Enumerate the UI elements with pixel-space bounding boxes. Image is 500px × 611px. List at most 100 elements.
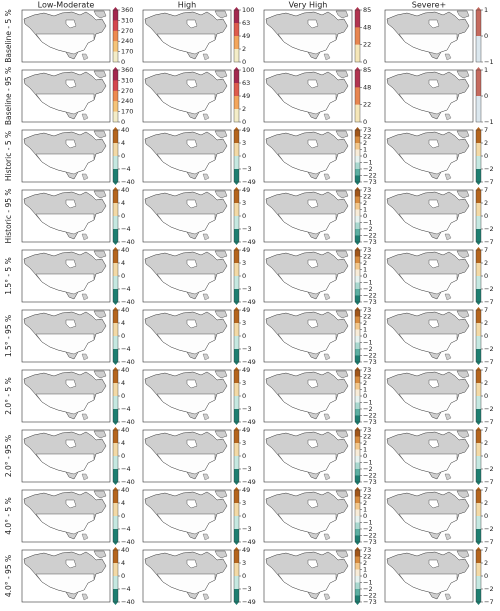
- colorbar-tick-label: 2: [363, 439, 367, 447]
- colorbar-extend: [476, 7, 481, 10]
- colorbar-tick-label: −1: [363, 579, 373, 587]
- colorbar-segment: [355, 342, 360, 350]
- colorbar-tick-label: −2: [484, 345, 494, 353]
- colorbar-segment: [355, 462, 360, 470]
- colorbar-segment: [234, 190, 239, 204]
- colorbar-tick-label: 0: [242, 452, 246, 460]
- colorbar-segment: [355, 456, 360, 463]
- colorbar-extend: [355, 247, 360, 250]
- map-panel: [263, 9, 353, 63]
- colorbar-tick-label: 0: [121, 332, 125, 340]
- colorbar-extend: [476, 542, 481, 545]
- colorbar-tick-label: −40: [121, 298, 135, 306]
- colorbar-segment: [355, 136, 360, 144]
- colorbar-tick-label: 310: [121, 76, 133, 84]
- colorbar-tick-label: 0: [484, 152, 488, 160]
- colorbar-extend: [355, 487, 360, 490]
- colorbar-segment: [113, 443, 118, 457]
- colorbar-extend: [113, 602, 118, 605]
- colorbar-tick-label: 0: [363, 58, 367, 66]
- colorbar-tick-label: −49: [242, 478, 256, 486]
- colorbar-tick-label: −4: [121, 405, 131, 413]
- colorbar-extend: [234, 242, 239, 245]
- colorbar-extend: [113, 127, 118, 130]
- colorbar-tick-label: 2: [242, 105, 246, 113]
- colorbar-tick-label: −49: [242, 418, 256, 426]
- colorbar-extend: [476, 247, 481, 250]
- colorbar-extend: [355, 602, 360, 605]
- colorbar-segment: [355, 409, 360, 416]
- colorbar-extend: [113, 187, 118, 190]
- colorbar-extend: [113, 307, 118, 310]
- colorbar-segment: [355, 250, 360, 257]
- colorbar-extend: [476, 242, 481, 245]
- colorbar-segment: [476, 289, 481, 303]
- colorbar-segment: [234, 109, 239, 123]
- colorbar-tick-label: −4: [121, 465, 131, 473]
- colorbar-segment: [113, 41, 118, 52]
- row-label: 2.0° - 5 %: [4, 377, 13, 414]
- colorbar-frame: [112, 69, 119, 123]
- colorbar-segment: [234, 456, 239, 470]
- colorbar-segment: [476, 469, 481, 483]
- colorbar-segment: [476, 383, 481, 397]
- colorbar-segment: [355, 149, 360, 157]
- colorbar-segment: [234, 430, 239, 444]
- colorbar-tick-label: −4: [121, 225, 131, 233]
- colorbar-extend: [234, 182, 239, 185]
- colorbar-segment: [355, 349, 360, 356]
- colorbar-segment: [355, 370, 360, 377]
- colorbar-extend: [476, 302, 481, 305]
- colorbar-tick-label: −1: [363, 399, 373, 407]
- map-panel: [142, 9, 232, 63]
- colorbar-tick-label: 2: [363, 199, 367, 207]
- colorbar-segment: [234, 143, 239, 157]
- colorbar-segment: [234, 349, 239, 363]
- colorbar-tick-label: 100: [242, 66, 254, 74]
- colorbar-tick-label: 40: [121, 126, 129, 134]
- colorbar-tick-label: 3: [242, 439, 246, 447]
- colorbar-extend: [234, 487, 239, 490]
- colorbar-extend: [234, 602, 239, 605]
- colorbar-segment: [476, 250, 481, 264]
- colorbar-tick-label: −40: [121, 178, 135, 186]
- colorbar-segment: [355, 336, 360, 343]
- colorbar-tick-label: −2: [484, 525, 494, 533]
- colorbar-segment: [234, 169, 239, 183]
- colorbar-segment: [355, 203, 360, 210]
- colorbar-segment: [355, 269, 360, 277]
- colorbar-tick-label: 2: [484, 139, 488, 147]
- colorbar-tick-label: 85: [363, 6, 371, 14]
- colorbar-segment: [355, 376, 360, 384]
- colorbar-tick-label: −1: [363, 339, 373, 347]
- colorbar-segment: [355, 209, 360, 217]
- colorbar-frame: [112, 9, 119, 63]
- colorbar-segment: [476, 216, 481, 230]
- colorbar-tick-label: −3: [242, 225, 252, 233]
- colorbar-tick-label: −2: [363, 585, 373, 593]
- colorbar-tick-label: 2: [363, 319, 367, 327]
- colorbar-tick-label: 0: [242, 332, 246, 340]
- map-panel: [263, 69, 353, 123]
- map-panel: [142, 129, 232, 183]
- colorbar-segment: [476, 190, 481, 204]
- colorbar-segment: [355, 156, 360, 163]
- colorbar-segment: [476, 589, 481, 603]
- colorbar-extend: [113, 487, 118, 490]
- colorbar-tick-label: −1: [484, 118, 494, 126]
- colorbar-tick-label: 7: [484, 246, 488, 254]
- colorbar-extend: [113, 427, 118, 430]
- column-title: Severe+: [412, 1, 446, 10]
- colorbar-tick-label: −2: [363, 345, 373, 353]
- colorbar-tick-label: 240: [121, 97, 133, 105]
- colorbar-segment: [113, 263, 118, 277]
- colorbar-tick-label: −2: [363, 465, 373, 473]
- colorbar-segment: [234, 409, 239, 423]
- colorbar-tick-label: −7: [484, 538, 494, 546]
- colorbar-tick-label: 0: [363, 152, 367, 160]
- colorbar-tick-label: 22: [363, 493, 371, 501]
- colorbar-tick-label: 0: [484, 212, 488, 220]
- colorbar-extend: [113, 367, 118, 370]
- colorbar-segment: [113, 10, 118, 21]
